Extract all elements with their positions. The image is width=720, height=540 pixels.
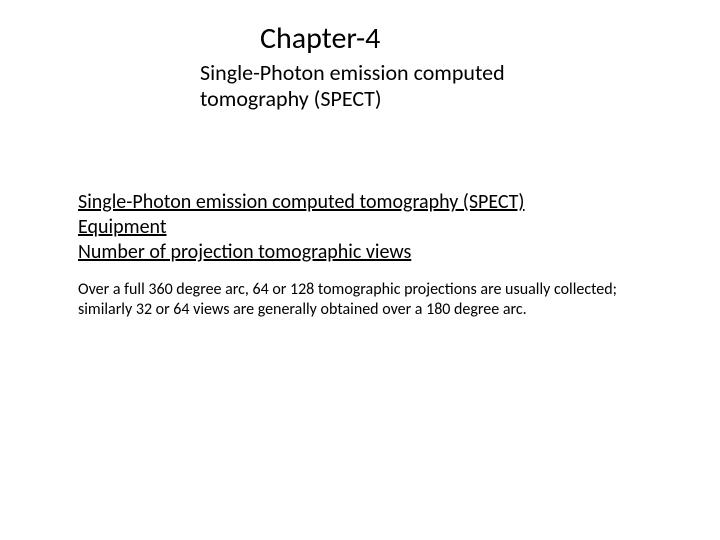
section-heading-2: Equipment [78, 215, 525, 240]
section-heading-1: Single-Photon emission computed tomograp… [78, 190, 525, 215]
body-paragraph: Over a full 360 degree arc, 64 or 128 to… [78, 280, 648, 320]
chapter-title: Chapter-4 [260, 20, 380, 57]
section-heading-3: Number of projection tomographic views [78, 240, 525, 265]
section-headings: Single-Photon emission computed tomograp… [78, 190, 525, 265]
chapter-subtitle: Single-Photon emission computed tomograp… [200, 60, 600, 113]
